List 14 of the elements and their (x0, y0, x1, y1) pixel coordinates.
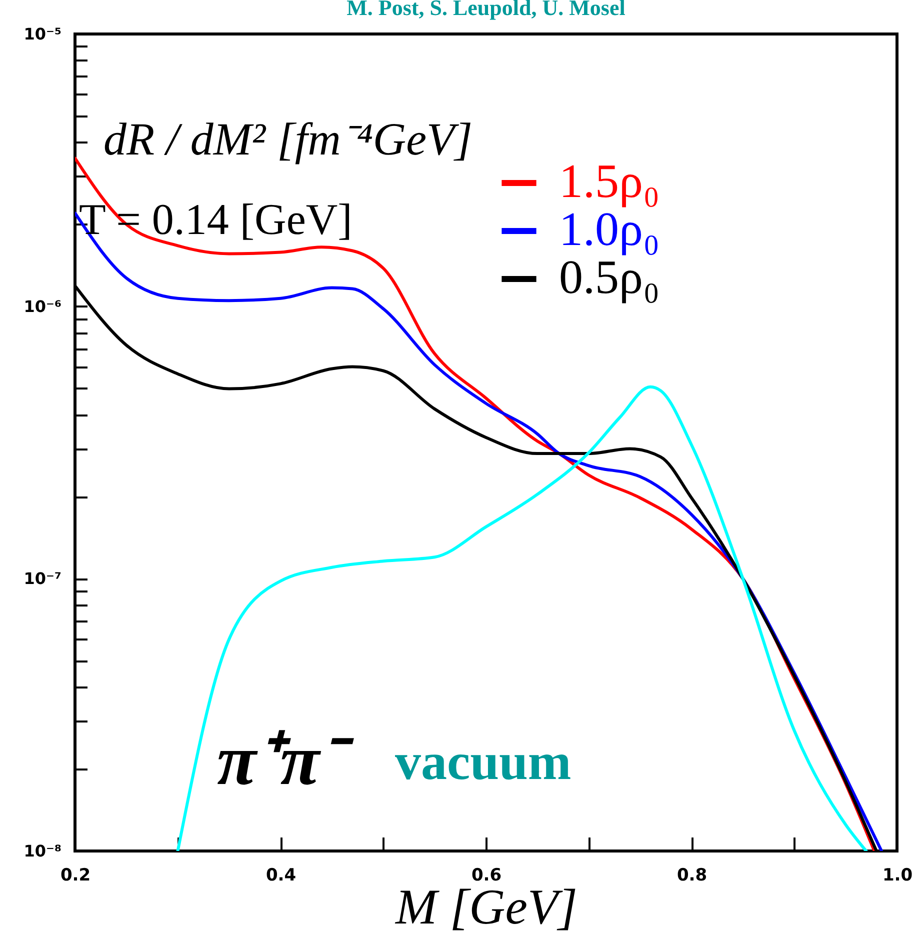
line-series (176, 385, 868, 851)
y-tick-label: 10⁻⁶ (24, 296, 62, 316)
y-tick-label: 10⁻⁸ (24, 842, 62, 860)
x-tick-label: 0.6 (471, 866, 502, 886)
x-tick-label: 0.4 (266, 866, 296, 886)
annotation: vacuum (395, 734, 572, 791)
x-tick-label: 0.2 (60, 866, 91, 886)
annotation: π⁺π⁻ (217, 720, 355, 800)
x-tick-label: 0.8 (676, 866, 708, 886)
y-tick-label: 10⁻⁵ (24, 24, 62, 44)
x-tick-label: 1.0 (882, 866, 913, 886)
y-tick-label: 10⁻⁷ (24, 569, 62, 588)
y-axis-title: dR / dM² [fm⁻⁴GeV] (104, 114, 473, 164)
chart-title: M. Post, S. Leupold, U. Mosel (346, 0, 626, 20)
